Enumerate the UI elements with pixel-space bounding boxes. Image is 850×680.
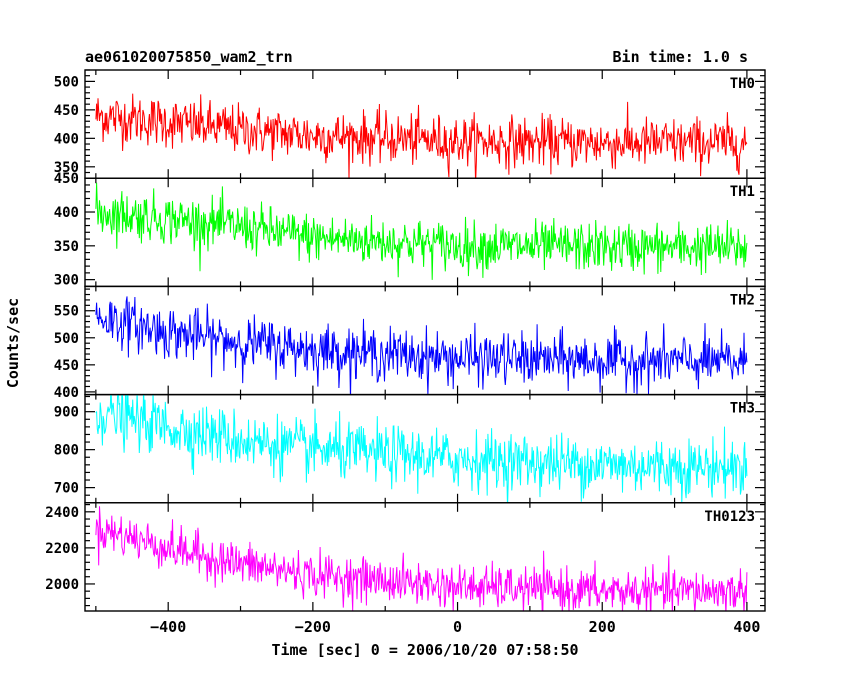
x-tick-label: 200 xyxy=(589,618,616,636)
x-tick-label: 0 xyxy=(453,618,462,636)
y-tick-label: 400 xyxy=(54,205,79,221)
panel-label: TH2 xyxy=(730,292,755,308)
series-line-th2 xyxy=(95,296,748,395)
y-tick-label: 350 xyxy=(54,239,79,255)
panel-th0: TH0 350 400 450 500 xyxy=(54,69,766,179)
series-line-th3 xyxy=(95,394,748,503)
y-tick-label: 400 xyxy=(54,385,79,401)
y-tick-label: 550 xyxy=(54,304,79,320)
panel-frame xyxy=(84,177,766,288)
panel-label: TH0 xyxy=(730,76,755,92)
x-axis: −400 −200 0 200 400 xyxy=(150,618,760,636)
y-axis-label: Counts/sec xyxy=(4,298,22,388)
panel-frame xyxy=(84,393,766,504)
y-tick-label: 450 xyxy=(54,171,79,187)
series-line-th0123 xyxy=(95,506,748,611)
panel-th0123: TH0123 2000 2200 2400 xyxy=(45,502,766,612)
y-tick-label: 450 xyxy=(54,103,79,119)
panel-th1: TH1 300 350 400 450 xyxy=(54,171,766,289)
panel-label: TH0123 xyxy=(704,509,755,525)
panel-frame xyxy=(84,502,766,612)
series-line-th0 xyxy=(95,93,748,179)
series-line-th1 xyxy=(95,182,748,280)
y-tick-label: 500 xyxy=(54,74,79,90)
bin-time-label: Bin time: 1.0 s xyxy=(613,48,748,66)
y-tick-label: 400 xyxy=(54,131,79,147)
panel-label: TH3 xyxy=(730,401,755,417)
y-tick-label: 900 xyxy=(54,405,79,421)
x-tick-label: −400 xyxy=(150,618,186,636)
y-tick-label: 300 xyxy=(54,273,79,289)
y-tick-label: 700 xyxy=(54,481,79,497)
panel-th3: TH3 700 800 900 xyxy=(54,393,766,504)
panels-group: TH0 350 400 450 500 TH1 300 350 400 450 TH2 400 450 5… xyxy=(45,69,766,612)
panel-label: TH1 xyxy=(730,184,755,200)
x-tick-label: 400 xyxy=(733,618,760,636)
panel-th2: TH2 400 450 500 550 xyxy=(54,285,766,401)
panel-frame xyxy=(84,69,766,179)
y-tick-label: 450 xyxy=(54,358,79,374)
y-tick-label: 2000 xyxy=(45,577,79,593)
y-tick-label: 2200 xyxy=(45,541,79,557)
x-axis-label: Time [sec] 0 = 2006/10/20 07:58:50 xyxy=(271,641,578,659)
y-tick-label: 2400 xyxy=(45,505,79,521)
y-tick-label: 500 xyxy=(54,331,79,347)
y-tick-label: 800 xyxy=(54,443,79,459)
y-tick-label: 350 xyxy=(54,160,79,176)
x-tick-label: −200 xyxy=(295,618,331,636)
chart-title: ae061020075850_wam2_trn xyxy=(85,48,293,66)
